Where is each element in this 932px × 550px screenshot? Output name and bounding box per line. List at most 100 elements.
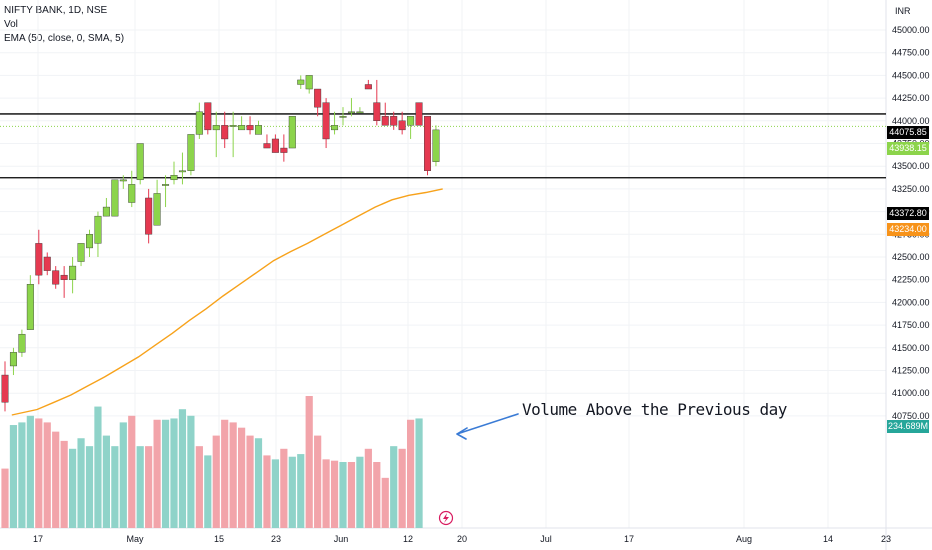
last-price-tag: 43938.15 [887, 142, 929, 155]
candle-body[interactable] [77, 243, 85, 262]
ema-price-tag: 43234.00 [887, 223, 929, 236]
candle-body[interactable] [178, 170, 186, 173]
volume-bar [339, 462, 347, 528]
candle-body[interactable] [145, 197, 153, 235]
candle-body[interactable] [271, 138, 279, 153]
candle-body[interactable] [69, 265, 77, 280]
volume-bar [263, 455, 271, 528]
candle-body[interactable] [26, 284, 34, 330]
volume-bar [35, 418, 43, 528]
candle-body[interactable] [398, 120, 406, 131]
candle-body[interactable] [280, 147, 288, 153]
x-tick-label: 20 [457, 534, 467, 544]
volume-bar [415, 418, 423, 528]
candle-body[interactable] [94, 215, 102, 244]
candle-body[interactable] [195, 111, 203, 135]
candle-body[interactable] [381, 116, 389, 126]
ema-indicator-label[interactable]: EMA (50, close, 0, SMA, 5) [4, 33, 125, 44]
support-price-tag: 43372.80 [887, 207, 929, 220]
volume-bar [69, 448, 77, 528]
candle-body[interactable] [305, 75, 313, 90]
candle-body[interactable] [52, 270, 60, 285]
volume-indicator-label[interactable]: Vol [4, 19, 18, 30]
candle-body[interactable] [111, 179, 119, 217]
y-tick-label: 42000.00 [892, 297, 930, 307]
y-tick-label: 44250.00 [892, 93, 930, 103]
candle-body[interactable] [212, 125, 220, 131]
volume-bar [407, 419, 415, 528]
candle-body[interactable] [238, 125, 246, 131]
volume-bar [212, 435, 220, 528]
y-tick-label: 42250.00 [892, 275, 930, 285]
volume-bar [204, 455, 212, 528]
candle-body[interactable] [254, 125, 262, 135]
volume-bar [178, 409, 187, 528]
volume-bar [153, 419, 161, 528]
candle-body[interactable] [356, 111, 364, 114]
candle-body[interactable] [288, 116, 296, 149]
volume-bar [314, 435, 322, 528]
candle-body[interactable] [331, 125, 339, 131]
candle-body[interactable] [1, 374, 9, 403]
volume-bar [322, 459, 330, 528]
volume-bar [85, 446, 94, 528]
y-tick-label: 44000.00 [892, 116, 930, 126]
volume-bar [373, 462, 381, 528]
x-tick-label: 15 [214, 534, 224, 544]
volume-bar [145, 446, 153, 528]
candle-body[interactable] [153, 193, 161, 226]
y-tick-label: 44500.00 [892, 70, 930, 80]
volume-bar [52, 431, 60, 528]
candle-body[interactable] [373, 102, 381, 121]
candle-body[interactable] [136, 143, 144, 181]
y-tick-label: 44750.00 [892, 48, 930, 58]
y-tick-label: 43500.00 [892, 161, 930, 171]
volume-bar [221, 419, 229, 528]
candle-body[interactable] [128, 184, 136, 203]
volume-bar [254, 438, 263, 528]
candle-body[interactable] [35, 243, 43, 276]
candle-body[interactable] [9, 352, 17, 367]
candle-body[interactable] [364, 84, 372, 90]
candle-body[interactable] [263, 143, 271, 149]
candle-body[interactable] [18, 333, 26, 353]
candle-body[interactable] [170, 175, 178, 181]
y-tick-label: 41500.00 [892, 343, 930, 353]
candle-body[interactable] [221, 125, 229, 140]
volume-bar [187, 415, 195, 528]
candle-body[interactable] [229, 125, 237, 127]
candle-body[interactable] [390, 116, 398, 126]
volume-bar [297, 454, 305, 528]
volume-bar [390, 446, 398, 528]
candle-body[interactable] [204, 102, 212, 131]
y-tick-label: 42500.00 [892, 252, 930, 262]
volume-annotation: Volume Above the Previous day [522, 400, 787, 419]
candle-body[interactable] [162, 184, 170, 186]
volume-bar [398, 448, 406, 528]
candle-body[interactable] [415, 102, 423, 126]
candle-body[interactable] [102, 206, 110, 217]
candle-body[interactable] [314, 88, 322, 108]
candle-body[interactable] [432, 129, 440, 162]
candle-body[interactable] [246, 125, 254, 131]
candle-body[interactable] [187, 134, 195, 171]
volume-bar [381, 477, 389, 528]
candle-body[interactable] [297, 79, 305, 85]
candle-body[interactable] [85, 234, 93, 249]
annotation-arrow [456, 413, 519, 440]
candle-body[interactable] [339, 116, 347, 118]
candle-body[interactable] [119, 179, 127, 182]
candle-body[interactable] [347, 111, 355, 114]
y-tick-label: 43250.00 [892, 184, 930, 194]
y-tick-label: 41250.00 [892, 366, 930, 376]
candle-body[interactable] [407, 116, 415, 126]
candle-body[interactable] [43, 256, 51, 271]
volume-bar [195, 446, 203, 528]
y-tick-label: 40750.00 [892, 411, 930, 421]
candle-body[interactable] [60, 274, 68, 280]
volume-bar [238, 427, 246, 528]
x-tick-label: 17 [624, 534, 634, 544]
candle-body[interactable] [322, 102, 330, 140]
candle-body[interactable] [424, 116, 432, 171]
